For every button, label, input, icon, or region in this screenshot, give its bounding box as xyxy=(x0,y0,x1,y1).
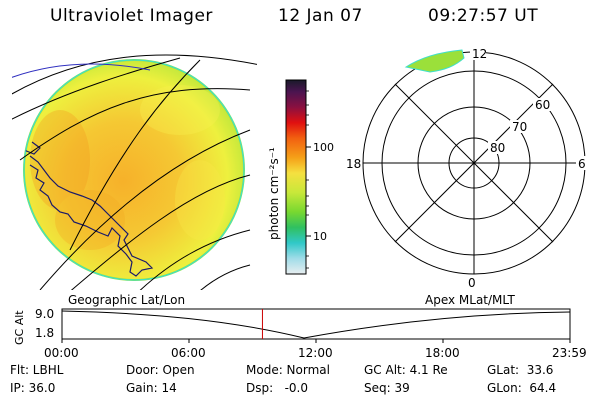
colorbar: 100 10 photon cm⁻²s⁻¹ xyxy=(267,79,334,275)
time-label: 09:27:57 UT xyxy=(428,6,539,26)
date-label: 12 Jan 07 xyxy=(278,6,363,26)
colorbar-tick-10: 10 xyxy=(313,230,327,243)
lat-label-60: 60 xyxy=(535,98,550,112)
timeline-left-label: Geographic Lat/Lon xyxy=(68,293,185,307)
status-gain: Gain: 14 xyxy=(126,381,177,395)
app-title: Ultraviolet Imager xyxy=(50,6,213,26)
coastline xyxy=(24,141,154,277)
polar-auroral-patch xyxy=(404,49,465,73)
polar-plot xyxy=(362,51,586,275)
altitude-curve xyxy=(61,310,571,339)
polar-labels: 12 6 0 18 60 70 80 xyxy=(344,47,587,290)
timeline-right-label: Apex MLat/MLT xyxy=(425,293,515,307)
status-flt: Flt: LBHL xyxy=(10,363,64,377)
timeline-y-tick-bottom: 1.8 xyxy=(35,326,54,340)
mlt-label-18: 18 xyxy=(346,157,361,171)
status-glon: GLon: 64.4 xyxy=(487,381,557,395)
status-mode: Mode: Normal xyxy=(246,363,330,377)
mlt-label-12: 12 xyxy=(472,47,487,61)
timeline-x-tick-3: 18:00 xyxy=(425,346,460,360)
lat-label-70: 70 xyxy=(512,120,527,134)
timeline-plot: Geographic Lat/Lon Apex MLat/MLT GC Alt … xyxy=(13,293,587,360)
timeline-x-tick-0: 00:00 xyxy=(44,346,79,360)
terminator-line xyxy=(12,63,151,78)
mlt-label-0: 0 xyxy=(468,276,476,290)
lat-label-80: 80 xyxy=(490,141,505,155)
colorbar-unit-label: photon cm⁻²s⁻¹ xyxy=(267,147,281,240)
mlt-label-6: 6 xyxy=(578,157,586,171)
timeline-x-tick-1: 06:00 xyxy=(171,346,206,360)
status-glat: GLat: 33.6 xyxy=(487,363,554,377)
earth-image xyxy=(23,59,245,281)
colorbar-tick-100: 100 xyxy=(313,141,334,154)
timeline-y-tick-top: 9.0 xyxy=(35,307,54,321)
lat-lon-grid xyxy=(12,54,257,290)
timeline-axis-label: GC Alt xyxy=(13,310,26,345)
status-door: Door: Open xyxy=(126,363,195,377)
status-dsp: Dsp: -0.0 xyxy=(246,381,309,395)
timeline-x-tick-4: 23:59 xyxy=(552,346,587,360)
status-gc-alt: GC Alt: 4.1 Re xyxy=(364,363,448,377)
status-seq: Seq: 39 xyxy=(364,381,410,395)
status-ip: IP: 36.0 xyxy=(10,381,56,395)
timeline-x-tick-2: 12:00 xyxy=(298,346,333,360)
